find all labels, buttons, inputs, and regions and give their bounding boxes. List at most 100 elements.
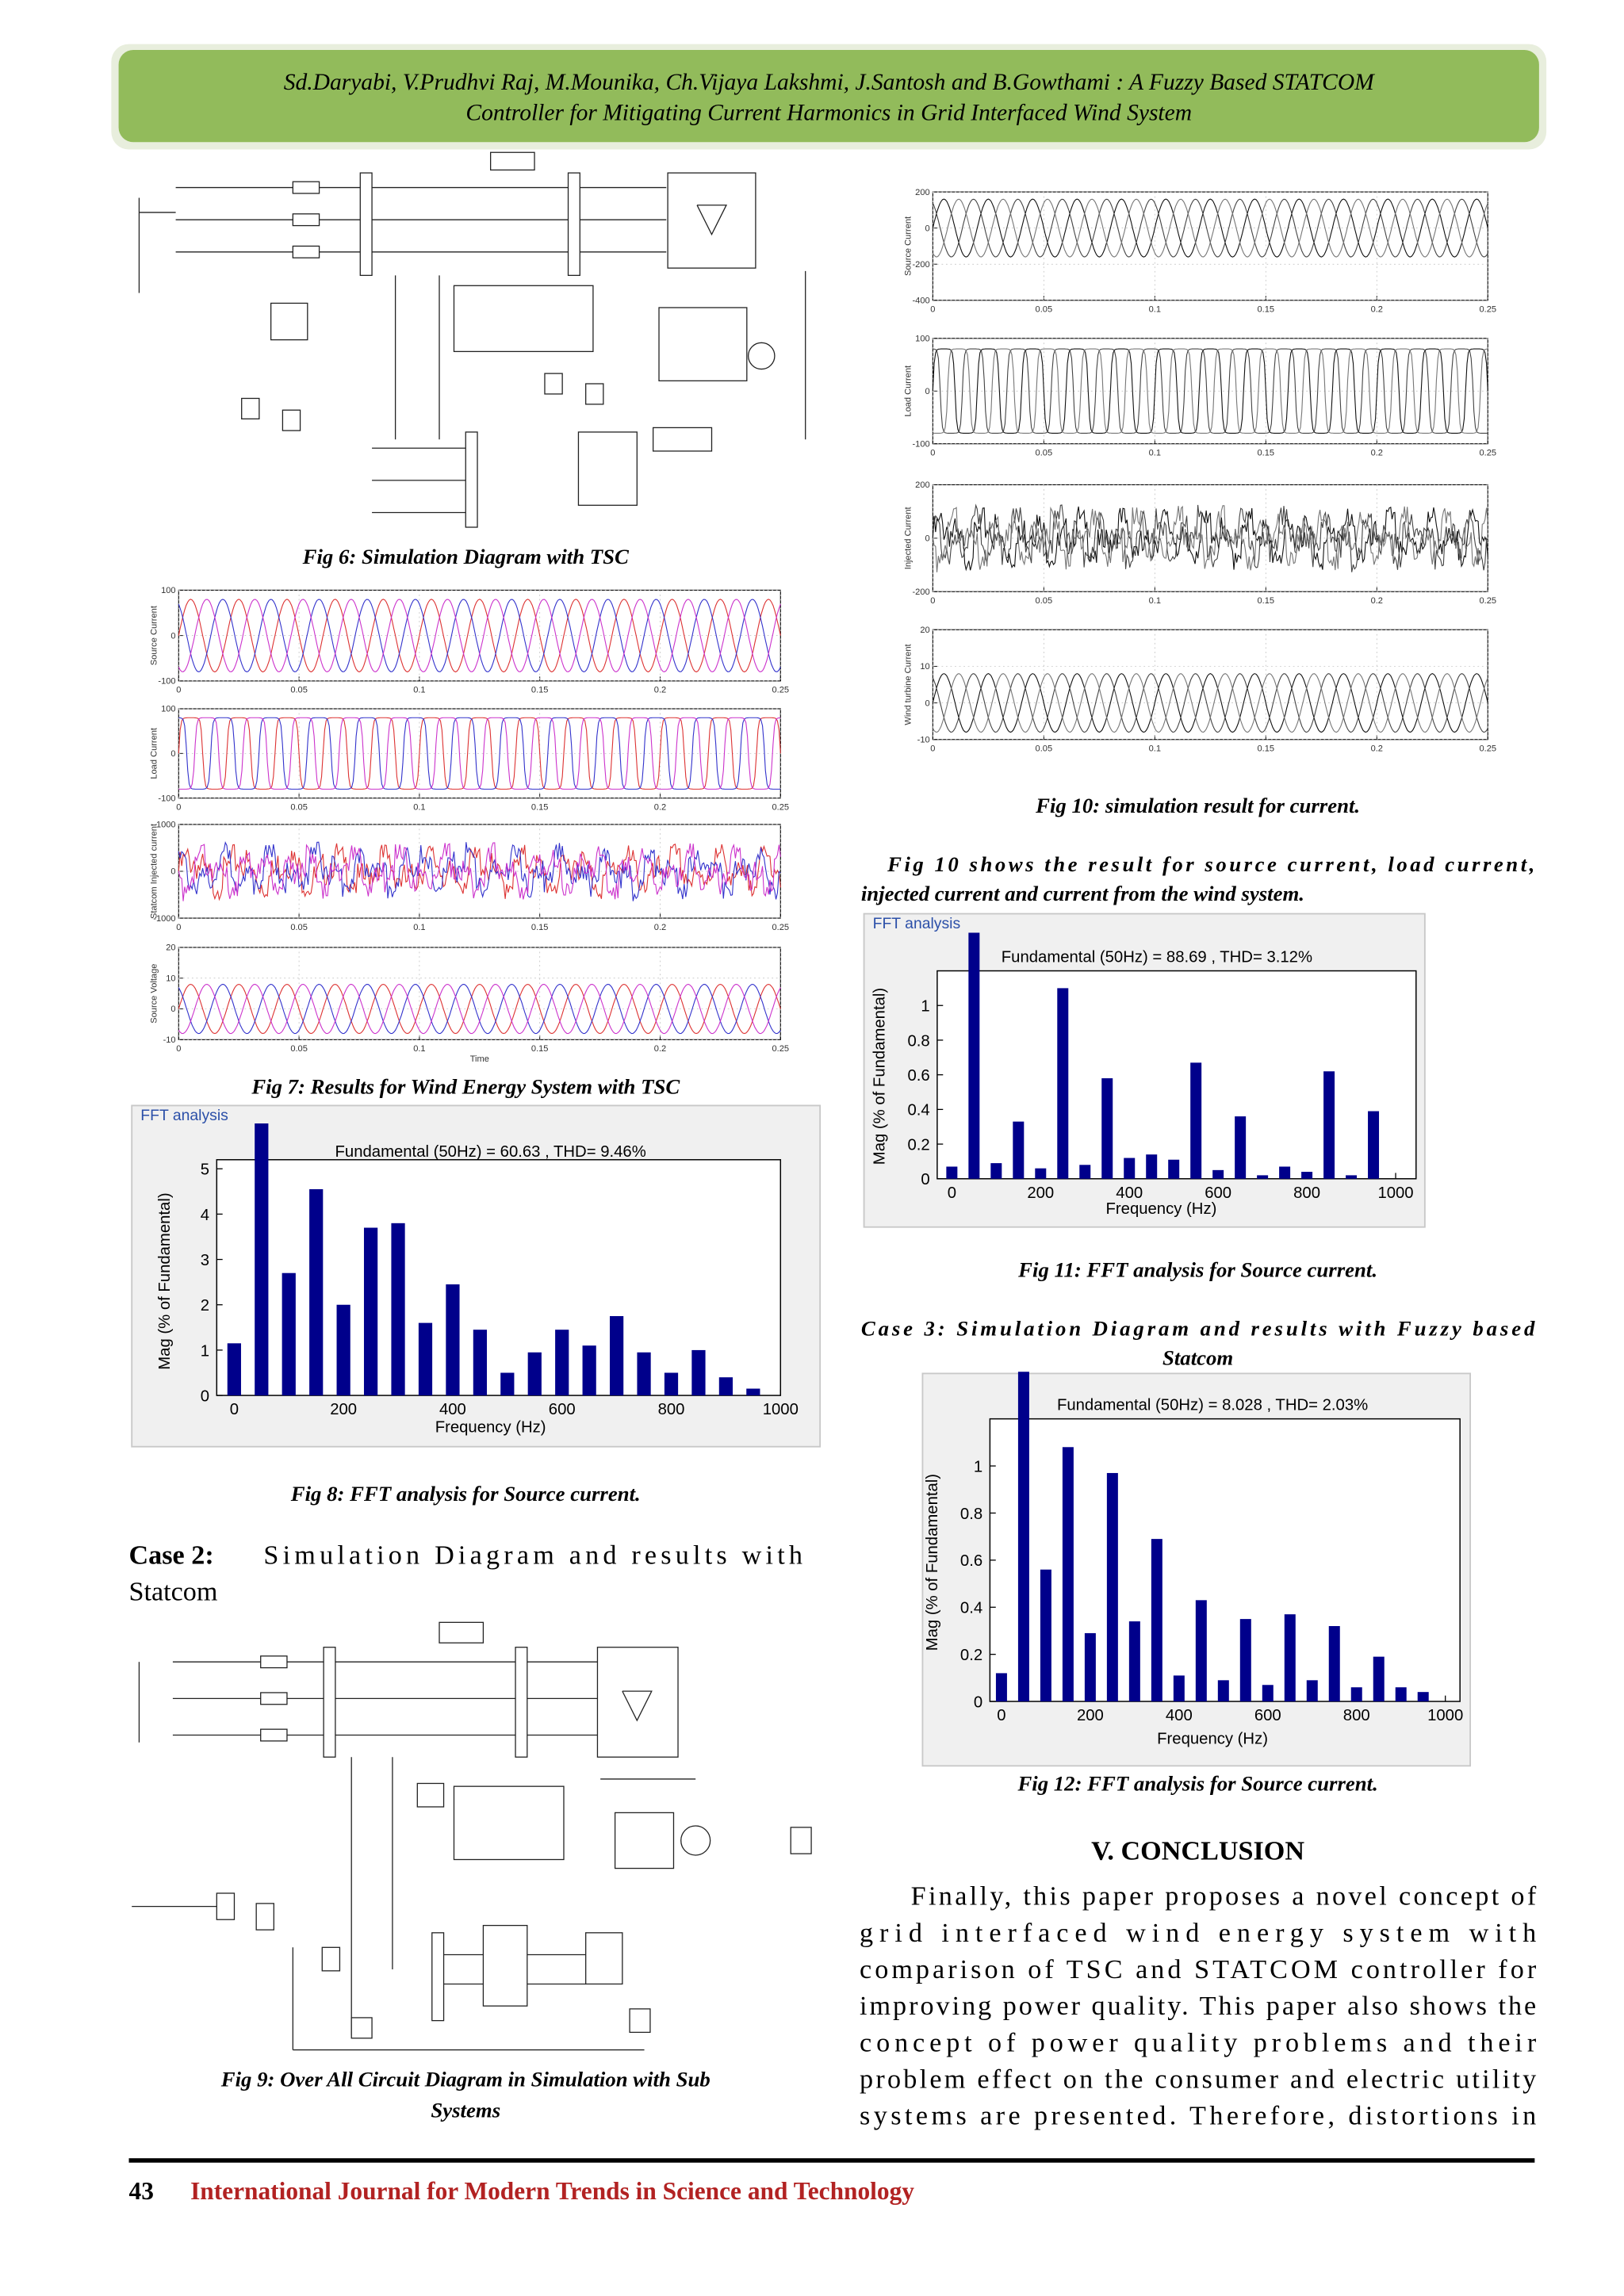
plot-area <box>178 589 781 682</box>
bar <box>1235 1116 1247 1179</box>
bar <box>1040 1569 1051 1702</box>
bar <box>1128 1621 1140 1702</box>
y-tick-label: 20 <box>166 943 175 953</box>
bar <box>1190 1062 1202 1179</box>
figure-caption: Fig 11: FFT analysis for Source current. <box>1017 1258 1377 1282</box>
bar <box>1079 1165 1091 1179</box>
bar <box>500 1372 515 1396</box>
y-tick-label: 0.8 <box>907 1032 929 1050</box>
y-tick-label: 0 <box>170 1004 175 1014</box>
bar <box>1062 1447 1074 1702</box>
section-heading: V. CONCLUSION <box>1091 1837 1304 1866</box>
waveform <box>932 198 1488 258</box>
bar <box>1262 1685 1274 1702</box>
bar <box>1373 1656 1385 1702</box>
x-tick-label: 0.1 <box>1149 449 1161 458</box>
header-line: Sd.Daryabi, V.Prudhvi Raj, M.Mounika, Ch… <box>284 70 1375 95</box>
y-tick-label: 200 <box>915 480 929 490</box>
bar <box>527 1352 542 1396</box>
x-tick-label: 0.15 <box>531 923 549 932</box>
bar <box>1306 1680 1318 1702</box>
bar <box>282 1272 296 1396</box>
y-tick-label: 3 <box>201 1252 209 1269</box>
bar <box>610 1316 624 1396</box>
bar <box>990 1163 1002 1179</box>
x-tick-label: 600 <box>1254 1707 1281 1724</box>
x-tick-label: 0 <box>176 802 181 812</box>
bar <box>1301 1172 1313 1179</box>
x-tick-label: 0 <box>948 1184 956 1202</box>
x-tick-label: 0.25 <box>1479 744 1496 754</box>
bar <box>664 1372 679 1396</box>
figure-caption: Fig 10: simulation result for current. <box>1035 794 1360 817</box>
x-tick-label: 0.05 <box>1036 305 1053 315</box>
y-tick-label: 0 <box>925 387 929 396</box>
y-tick-label: -1000 <box>153 914 175 924</box>
x-tick-label: 1000 <box>763 1401 799 1418</box>
y-tick-label: 0 <box>921 1171 929 1188</box>
bar <box>968 932 980 1179</box>
bar <box>1257 1175 1269 1179</box>
y-axis-label: Statcom Injected current <box>150 824 159 919</box>
y-tick-label: -200 <box>912 260 929 270</box>
x-tick-label: 0.25 <box>772 1044 790 1054</box>
x-tick-label: 0.05 <box>290 802 308 812</box>
y-tick-label: 1 <box>974 1458 982 1475</box>
paragraph-line: problem effect on the consumer and elect… <box>860 2065 1536 2095</box>
y-axis-label: Wind turbine Current <box>904 644 914 725</box>
x-axis-label: Frequency (Hz) <box>1157 1731 1268 1748</box>
x-tick-label: 200 <box>1027 1184 1054 1202</box>
bar <box>446 1284 460 1396</box>
y-axis-label: Mag (% of Fundamental) <box>156 1192 174 1369</box>
y-axis-label: Mag (% of Fundamental) <box>924 1474 941 1651</box>
waveform <box>932 506 1488 572</box>
figure-caption: Systems <box>431 2099 500 2122</box>
y-tick-label: 100 <box>161 586 175 595</box>
figure-text-line: injected current and current from the wi… <box>861 882 1304 905</box>
y-tick-label: -10 <box>163 1035 176 1045</box>
x-tick-label: 600 <box>549 1401 576 1418</box>
y-tick-label: 0.2 <box>907 1136 929 1154</box>
bar <box>1284 1614 1296 1702</box>
bar <box>582 1345 596 1396</box>
x-tick-label: 0.15 <box>531 1044 549 1054</box>
y-tick-label: 200 <box>915 188 929 197</box>
y-tick-label: 0.2 <box>960 1647 982 1664</box>
bar <box>555 1330 569 1396</box>
y-tick-label: -100 <box>158 677 175 687</box>
x-tick-label: 0.1 <box>413 686 425 695</box>
x-tick-label: 0.2 <box>1371 305 1383 315</box>
bar <box>418 1322 433 1396</box>
x-tick-label: 400 <box>1116 1184 1143 1202</box>
y-axis-label: Source Current <box>150 606 159 665</box>
bar <box>746 1388 760 1396</box>
waveform <box>178 842 781 901</box>
x-tick-label: 0.25 <box>1479 305 1496 315</box>
bar <box>1168 1159 1180 1179</box>
y-tick-label: 0.4 <box>907 1102 929 1119</box>
waveform <box>178 841 781 901</box>
x-tick-label: 0.25 <box>1479 596 1496 606</box>
plot-area <box>932 191 1488 301</box>
y-tick-label: 2 <box>201 1297 209 1314</box>
waveform <box>933 348 1488 434</box>
x-tick-label: 200 <box>1077 1707 1104 1724</box>
y-tick-label: -10 <box>917 735 930 744</box>
waveform <box>932 503 1488 572</box>
y-tick-label: 1000 <box>156 821 176 830</box>
plot-area <box>178 947 781 1040</box>
x-axis-label: Time <box>470 1054 489 1064</box>
bar <box>1106 1472 1118 1702</box>
bar <box>1328 1626 1340 1702</box>
y-axis-label: Mag (% of Fundamental) <box>871 988 888 1165</box>
figure-caption: Fig 8: FFT analysis for Source current. <box>290 1482 641 1506</box>
case-heading-line: Statcom <box>1162 1345 1233 1369</box>
bar <box>1124 1158 1136 1179</box>
x-tick-label: 1000 <box>1427 1707 1463 1724</box>
header-line: Controller for Mitigating Current Harmon… <box>465 101 1192 126</box>
x-tick-label: 0.05 <box>290 923 308 932</box>
bar <box>1395 1687 1407 1702</box>
y-tick-label: 0.8 <box>960 1506 982 1523</box>
circuit-diagram-fig6 <box>138 151 806 528</box>
annotation: Fundamental (50Hz) = 8.028 , THD= 2.03% <box>1057 1397 1368 1414</box>
